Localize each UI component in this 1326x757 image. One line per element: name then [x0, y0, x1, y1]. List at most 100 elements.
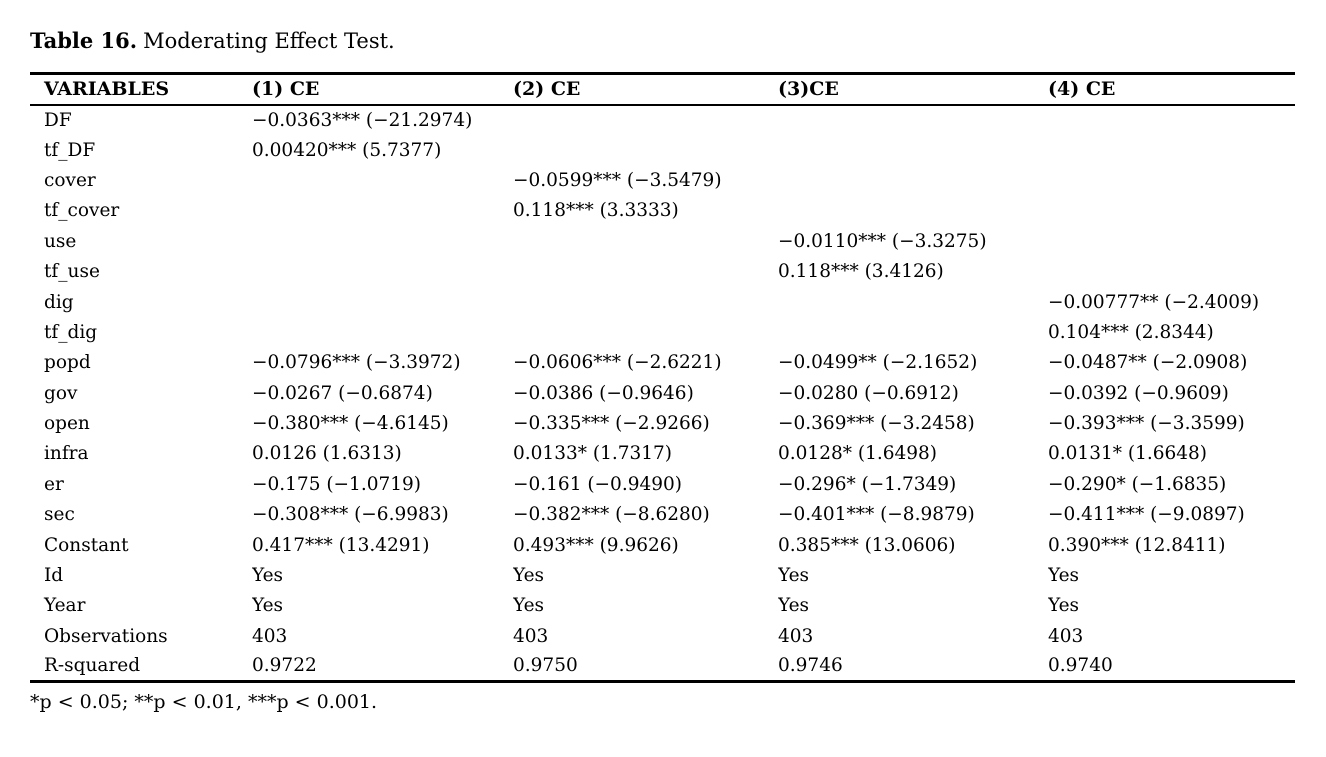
row-variable-label: tf_cover — [44, 200, 120, 222]
row-variable-label: popd — [44, 352, 91, 374]
cell-value — [1048, 226, 1295, 256]
cell-value — [513, 317, 778, 347]
cell-value — [513, 256, 778, 286]
cell-value: −0.296* (−1.7349) — [778, 473, 957, 495]
table-row: Constant 0.417*** (13.4291) 0.493*** (9.96… — [30, 530, 1295, 560]
cell-value: −0.0606*** (−2.6221) — [513, 352, 722, 374]
cell-value — [513, 226, 778, 256]
cell-value: Yes — [513, 595, 545, 617]
row-variable-label: sec — [44, 504, 75, 526]
table-row: sec −0.308*** (−6.9983) −0.382*** (−8.6280… — [30, 500, 1295, 530]
results-table: VARIABLES (1) CE (2) CE (3)CE (4) CE DF −… — [30, 72, 1295, 684]
cell-value: −0.0110*** (−3.3275) — [778, 230, 987, 252]
header-row: VARIABLES (1) CE (2) CE (3)CE (4) CE — [30, 74, 1295, 105]
cell-value: 403 — [778, 625, 814, 647]
cell-value: −0.401*** (−8.9879) — [778, 504, 975, 526]
cell-value: −0.0487** (−2.0908) — [1048, 352, 1248, 374]
cell-value — [252, 165, 513, 195]
cell-value — [252, 317, 513, 347]
cell-value — [252, 256, 513, 286]
cell-value: −0.161 (−0.9490) — [513, 473, 683, 495]
cell-value: Yes — [1048, 595, 1080, 617]
cell-value — [778, 317, 1048, 347]
row-variable-label: Constant — [44, 534, 129, 556]
cell-value: 0.493*** (9.9626) — [513, 534, 679, 556]
cell-value — [1048, 256, 1295, 286]
table-header: VARIABLES (1) CE (2) CE (3)CE (4) CE — [30, 74, 1295, 105]
cell-value: −0.393*** (−3.3599) — [1048, 413, 1245, 435]
column-header-model-1: (1) CE — [252, 78, 320, 101]
cell-value: 0.9740 — [1048, 655, 1113, 677]
row-variable-label: er — [44, 473, 64, 495]
cell-value: −0.0599*** (−3.5479) — [513, 169, 722, 191]
row-variable-label: R-squared — [44, 655, 141, 677]
table-row: tf_DF 0.00420*** (5.7377) — [30, 135, 1295, 165]
table-row: er −0.175 (−1.0719) −0.161 (−0.9490) −0.296… — [30, 469, 1295, 499]
column-header-model-3: (3)CE — [778, 78, 839, 101]
cell-value — [513, 135, 778, 165]
cell-value: −0.0499** (−2.1652) — [778, 352, 978, 374]
cell-value — [252, 226, 513, 256]
cell-value — [252, 287, 513, 317]
cell-value: Yes — [513, 565, 545, 587]
cell-value — [778, 196, 1048, 226]
cell-value: 0.390*** (12.8411) — [1048, 534, 1226, 556]
cell-value: Yes — [252, 565, 284, 587]
table-row: DF −0.0363*** (−21.2974) — [30, 105, 1295, 135]
cell-value: 0.417*** (13.4291) — [252, 534, 430, 556]
table-row: Observations 403 403 403 403 — [30, 621, 1295, 651]
cell-value: −0.0392 (−0.9609) — [1048, 382, 1229, 404]
table-row: R-squared 0.9722 0.9750 0.9746 0.9740 — [30, 652, 1295, 682]
cell-value: −0.380*** (−4.6145) — [252, 413, 449, 435]
row-variable-label: tf_use — [44, 261, 100, 283]
cell-value — [513, 287, 778, 317]
cell-value: −0.0363*** (−21.2974) — [252, 109, 473, 131]
cell-value: −0.382*** (−8.6280) — [513, 504, 710, 526]
cell-value: 0.118*** (3.3333) — [513, 200, 679, 222]
cell-value: −0.0267 (−0.6874) — [252, 382, 433, 404]
cell-value: 0.00420*** (5.7377) — [252, 139, 442, 161]
cell-value: Yes — [1048, 565, 1080, 587]
row-variable-label: open — [44, 413, 90, 435]
cell-value: 0.9722 — [252, 655, 317, 677]
cell-value — [1048, 135, 1295, 165]
cell-value: 0.9746 — [778, 655, 843, 677]
table-caption: Table 16. Moderating Effect Test. — [30, 28, 1296, 54]
row-variable-label: DF — [44, 109, 72, 131]
row-variable-label: tf_DF — [44, 139, 96, 161]
table-row: Id Yes Yes Yes Yes — [30, 560, 1295, 590]
table-row: popd −0.0796*** (−3.3972) −0.0606*** (−2.6… — [30, 348, 1295, 378]
cell-value — [1048, 105, 1295, 135]
cell-value: −0.335*** (−2.9266) — [513, 413, 710, 435]
cell-value: 403 — [1048, 625, 1084, 647]
table-caption-label: Table 16. — [30, 28, 138, 53]
cell-value: Yes — [778, 595, 810, 617]
row-variable-label: cover — [44, 169, 96, 191]
cell-value — [778, 135, 1048, 165]
cell-value: 0.9750 — [513, 655, 578, 677]
table-row: tf_cover 0.118*** (3.3333) — [30, 196, 1295, 226]
cell-value: 0.104*** (2.8344) — [1048, 321, 1214, 343]
row-variable-label: infra — [44, 443, 89, 465]
cell-value: −0.369*** (−3.2458) — [778, 413, 975, 435]
cell-value: −0.00777** (−2.4009) — [1048, 291, 1260, 313]
cell-value — [778, 287, 1048, 317]
table-caption-text: Moderating Effect Test. — [143, 29, 395, 53]
row-variable-label: Id — [44, 565, 64, 587]
cell-value: −0.308*** (−6.9983) — [252, 504, 449, 526]
cell-value: −0.175 (−1.0719) — [252, 473, 422, 495]
cell-value: −0.411*** (−9.0897) — [1048, 504, 1245, 526]
cell-value: 0.0128* (1.6498) — [778, 443, 938, 465]
cell-value: 0.385*** (13.0606) — [778, 534, 956, 556]
column-header-variables: VARIABLES — [44, 78, 170, 101]
cell-value — [1048, 165, 1295, 195]
table-row: tf_dig 0.104*** (2.8344) — [30, 317, 1295, 347]
cell-value: 403 — [252, 625, 288, 647]
column-header-model-2: (2) CE — [513, 78, 581, 101]
table-row: dig −0.00777** (−2.4009) — [30, 287, 1295, 317]
cell-value: Yes — [778, 565, 810, 587]
table-row: open −0.380*** (−4.6145) −0.335*** (−2.926… — [30, 408, 1295, 438]
row-variable-label: Year — [44, 595, 86, 617]
cell-value — [513, 105, 778, 135]
